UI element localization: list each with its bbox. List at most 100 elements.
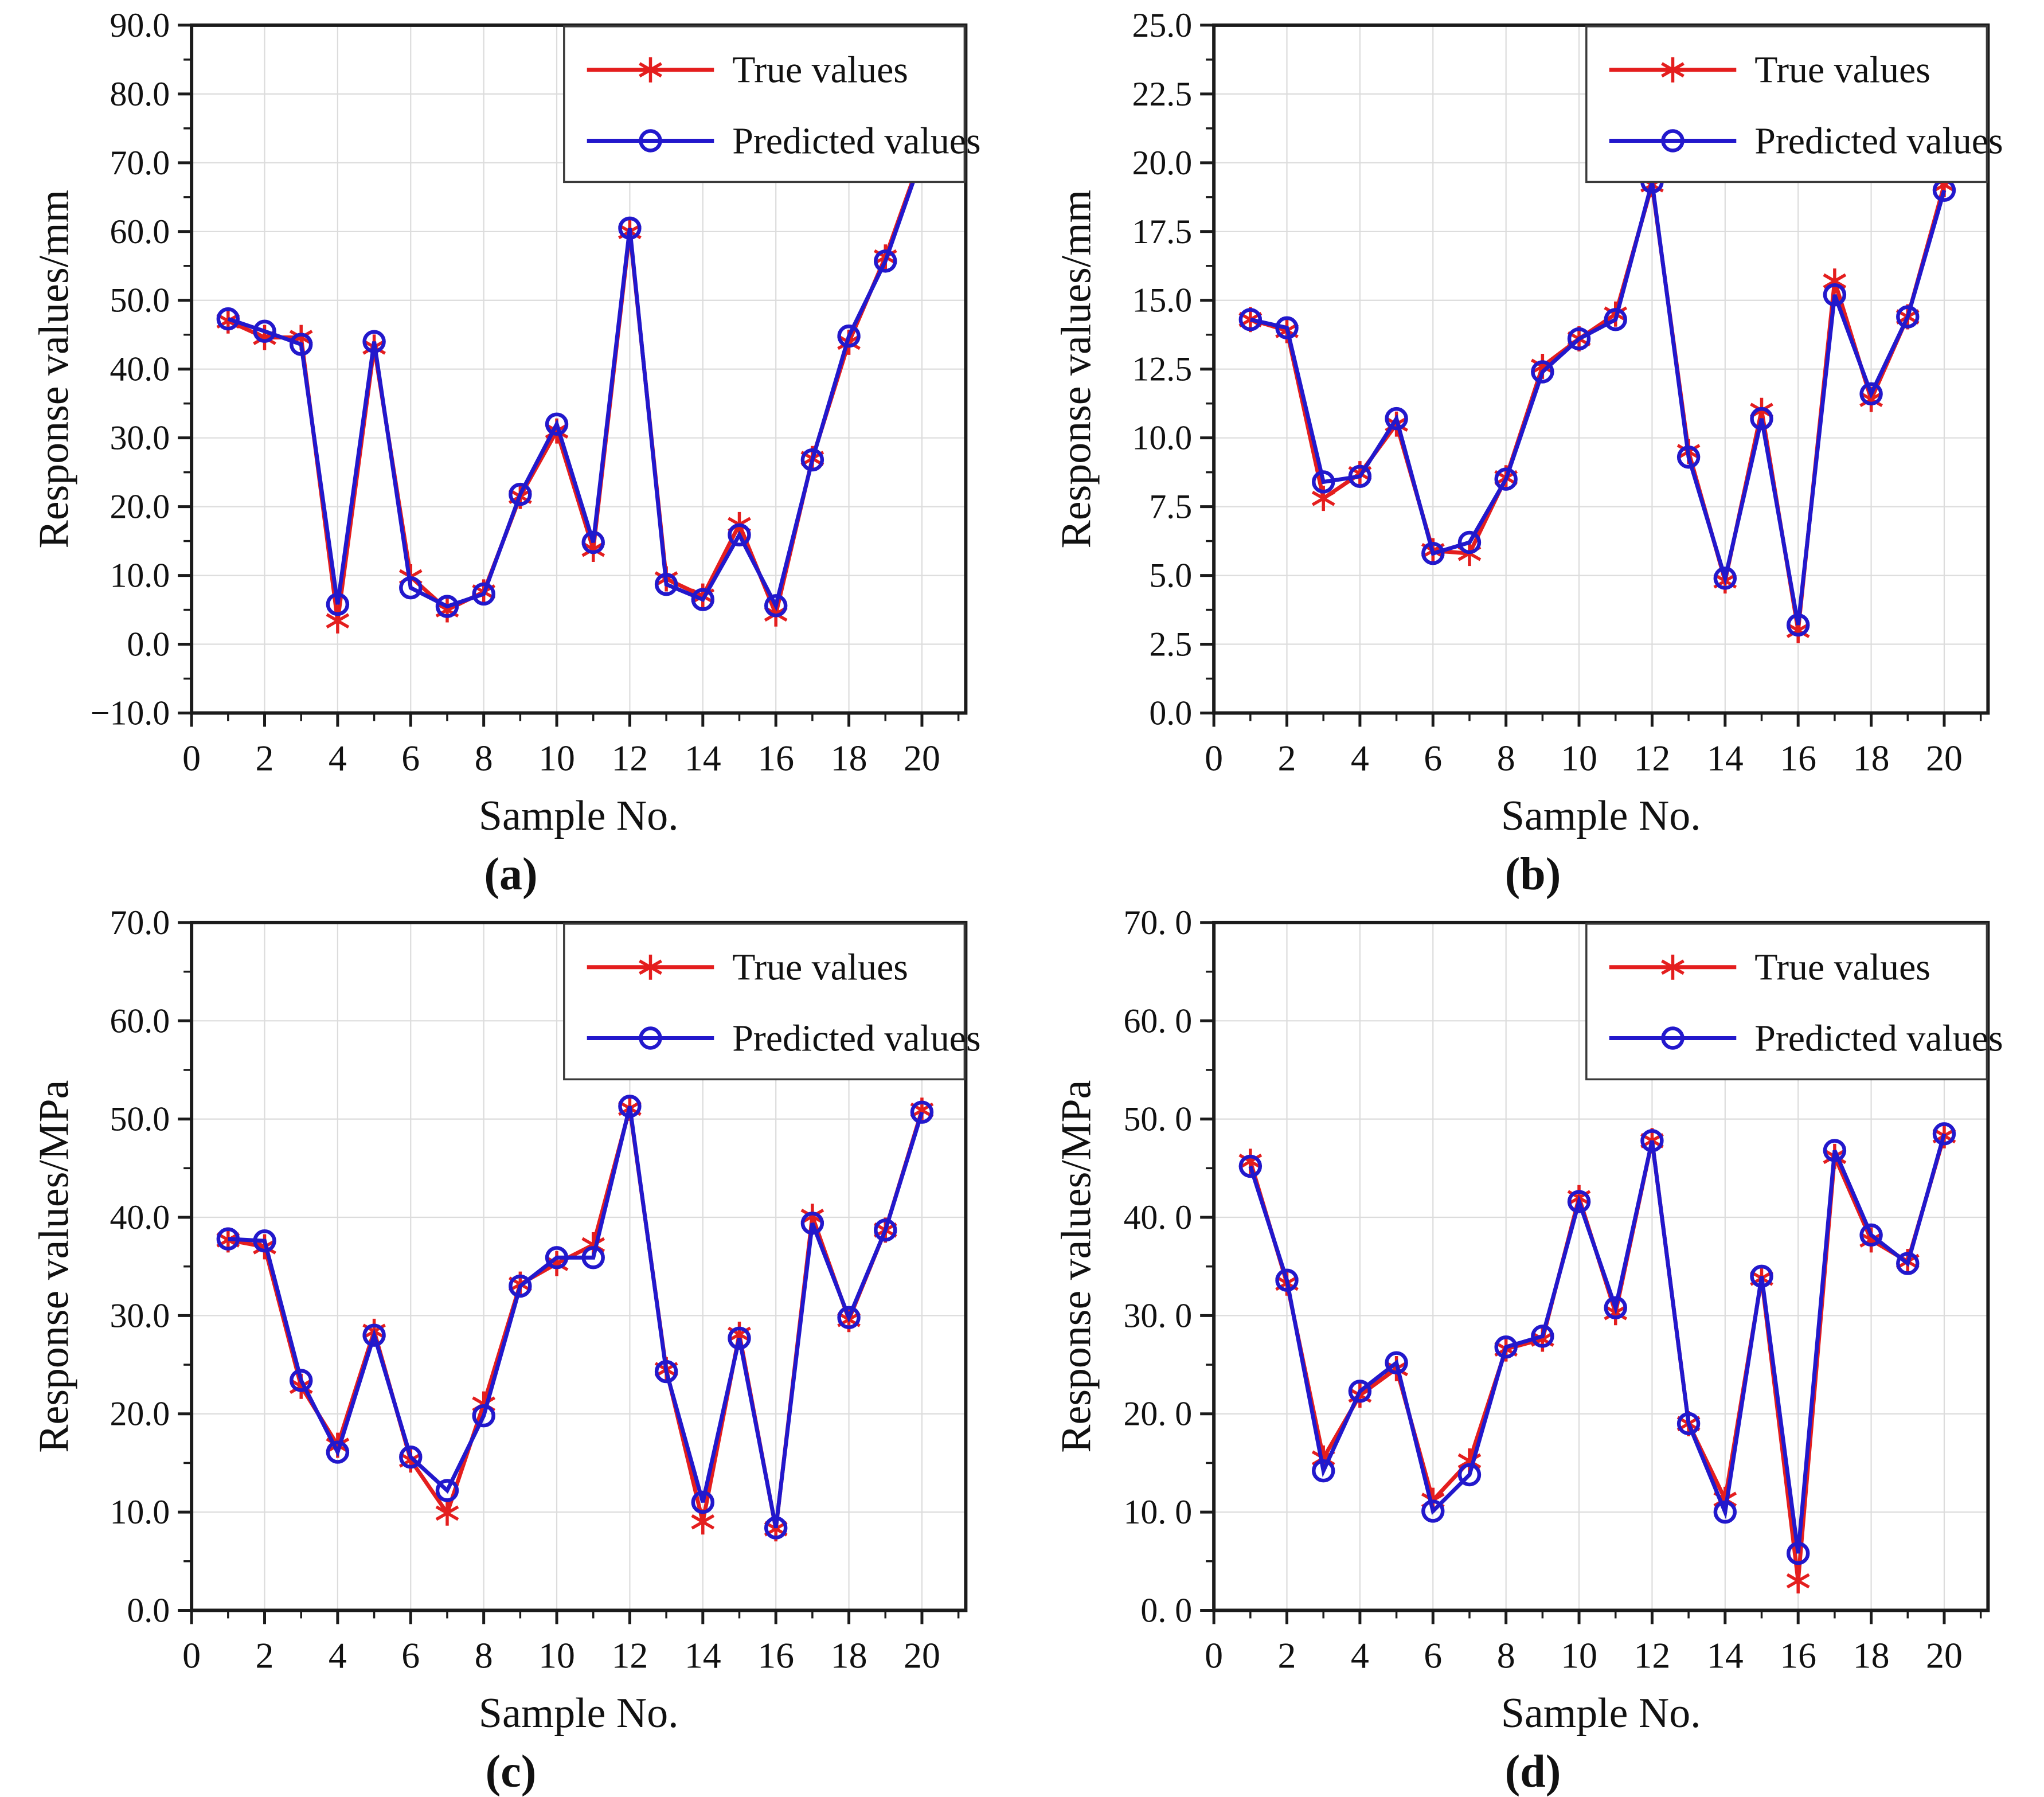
- legend-box: [563, 923, 966, 1081]
- predicted-values-marker: [362, 330, 386, 353]
- true-values-markers: [1238, 172, 1956, 643]
- predicted-values-marker: [1421, 541, 1444, 565]
- predicted-values-marker: [1859, 1223, 1883, 1247]
- svg-text:10: 10: [538, 737, 575, 778]
- svg-text:−10.0: −10.0: [91, 694, 170, 732]
- predicted-values-marker: [837, 324, 861, 348]
- subplot-a: 90.0 80.0 70.0 60.0 50.0 40.0 30.0 20.0 10.0 0.0 −…: [0, 0, 1022, 897]
- svg-text:4: 4: [329, 1635, 347, 1675]
- svg-text:10.0: 10.0: [110, 557, 170, 595]
- predicted-values-marker: [1676, 1412, 1700, 1436]
- svg-text:80.0: 80.0: [110, 75, 170, 113]
- predicted-values-series: [1238, 170, 1956, 637]
- predicted-values-marker: [1457, 530, 1481, 554]
- svg-text:90.0: 90.0: [110, 6, 170, 44]
- legend-label: True values: [1754, 947, 1930, 989]
- predicted-values-marker: [1275, 1268, 1299, 1292]
- predicted-values-marker: [1530, 360, 1554, 384]
- caption-b: (b): [1504, 849, 1561, 900]
- x-axis-label: Sample No.: [479, 1689, 679, 1736]
- svg-text:4: 4: [1350, 1635, 1369, 1675]
- y-axis-label: Response values/mm: [1052, 190, 1099, 549]
- predicted-values-marker: [1823, 283, 1846, 307]
- subplot-d: 70. 0 60. 0 50. 0 40. 0 30. 0 20. 0 10. 0 0. 0 0…: [1022, 897, 2044, 1795]
- svg-text:10: 10: [1561, 1635, 1597, 1675]
- predicted-values-marker: [691, 588, 715, 611]
- predicted-values-marker: [362, 1323, 386, 1347]
- svg-text:16: 16: [757, 737, 794, 778]
- svg-text:0: 0: [1205, 737, 1223, 778]
- svg-text:6: 6: [1424, 737, 1442, 778]
- svg-text:14: 14: [1706, 737, 1743, 778]
- svg-text:10.0: 10.0: [1132, 419, 1192, 457]
- legend-label: True values: [732, 947, 908, 989]
- svg-text:60.0: 60.0: [110, 213, 170, 251]
- predicted-values-marker: [1348, 464, 1371, 489]
- predicted-values-marker: [1311, 470, 1335, 494]
- svg-text:0.0: 0.0: [127, 1591, 170, 1629]
- svg-text:14: 14: [685, 1635, 721, 1675]
- plot-border: [190, 920, 968, 1612]
- predicted-values-marker: [216, 307, 240, 331]
- predicted-values-marker: [764, 594, 788, 618]
- x-axis-label: Sample No.: [1500, 792, 1701, 839]
- svg-text:20: 20: [904, 1635, 940, 1675]
- predicted-values-marker: [399, 1445, 423, 1469]
- svg-text:18: 18: [1853, 737, 1889, 778]
- predicted-values-marker: [581, 530, 605, 554]
- svg-text:2: 2: [256, 737, 274, 778]
- svg-text:0: 0: [182, 737, 201, 778]
- predicted-values-marker: [1604, 308, 1627, 331]
- true-values-markers: [1238, 1123, 1956, 1594]
- chart-c: 70.0 60.0 50.0 40.0 30.0 20.0 10.0 0.0 0 2 4 6 8 10 12…: [30, 904, 981, 1736]
- svg-text:2: 2: [1277, 737, 1296, 778]
- legend-entry: [1609, 57, 1736, 83]
- predicted-values-marker: [289, 333, 313, 356]
- y-axis-label: Response values/mm: [30, 190, 77, 549]
- svg-text:40.0: 40.0: [110, 1198, 170, 1236]
- svg-text:16: 16: [757, 1635, 794, 1675]
- svg-text:10: 10: [538, 1635, 575, 1675]
- legend-entry: [587, 57, 714, 83]
- svg-text:8: 8: [475, 737, 493, 778]
- axis-ticks: [178, 24, 960, 727]
- svg-text:30.0: 30.0: [110, 419, 170, 457]
- predicted-values-marker: [910, 1100, 934, 1124]
- predicted-values-marker: [472, 1404, 495, 1428]
- predicted-values-marker: [472, 582, 495, 606]
- svg-text:14: 14: [1706, 1635, 1743, 1675]
- legend: True values Predicted values: [563, 25, 981, 183]
- predicted-values-marker: [1932, 1122, 1956, 1146]
- svg-text:40. 0: 40. 0: [1123, 1198, 1192, 1236]
- legend-label: True values: [1754, 49, 1930, 91]
- predicted-values-marker: [837, 1306, 861, 1330]
- caption-d: (d): [1504, 1747, 1561, 1797]
- caption-c: (c): [485, 1747, 537, 1797]
- predicted-values-series: [216, 1095, 934, 1540]
- legend-label: Predicted values: [732, 1017, 980, 1059]
- svg-text:10. 0: 10. 0: [1123, 1493, 1192, 1531]
- predicted-values-marker: [691, 1490, 715, 1514]
- svg-text:18: 18: [831, 1635, 867, 1675]
- predicted-values-marker: [1896, 1252, 1919, 1275]
- predicted-values-marker: [1384, 1351, 1408, 1374]
- predicted-values-marker: [1311, 1459, 1335, 1483]
- true-values-line: [228, 1107, 924, 1529]
- svg-text:4: 4: [1350, 737, 1369, 778]
- predicted-values-marker: [1786, 1541, 1809, 1565]
- legend-box: [563, 25, 966, 183]
- svg-text:20.0: 20.0: [1132, 144, 1192, 182]
- svg-text:20.0: 20.0: [110, 1395, 170, 1433]
- svg-text:70. 0: 70. 0: [1123, 904, 1192, 942]
- predicted-values-marker: [509, 482, 532, 506]
- predicted-values-marker: [509, 1274, 532, 1298]
- svg-text:0: 0: [1205, 1635, 1223, 1675]
- predicted-values-marker: [1421, 1499, 1444, 1523]
- predicted-values-marker: [1348, 1380, 1371, 1403]
- svg-text:5.0: 5.0: [1149, 557, 1192, 595]
- predicted-values-marker: [1786, 613, 1809, 637]
- svg-text:16: 16: [1780, 1635, 1816, 1675]
- true-values-markers: [216, 142, 934, 634]
- legend-entry: [1609, 129, 1736, 153]
- svg-text:0: 0: [182, 1635, 201, 1675]
